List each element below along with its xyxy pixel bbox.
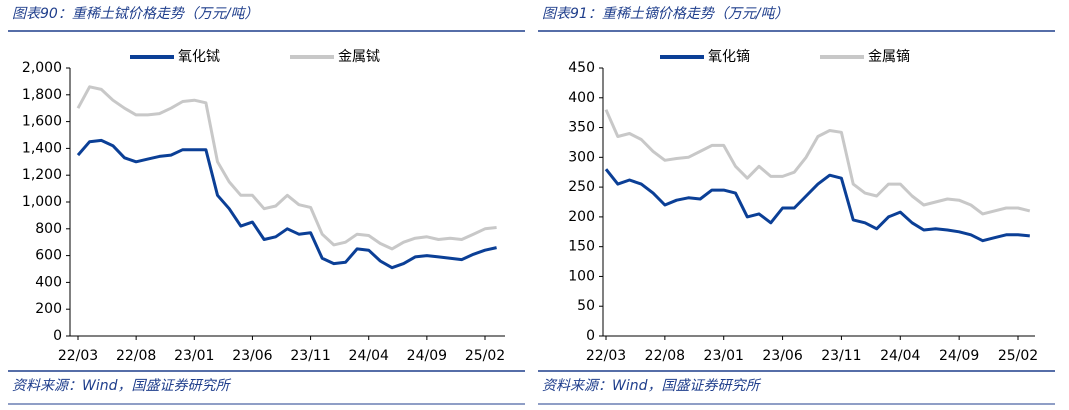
y-tick-label: 1,800 — [22, 87, 62, 103]
x-tick-label: 23/06 — [762, 348, 802, 364]
x-tick-label: 24/04 — [880, 348, 920, 364]
series-line — [604, 109, 1031, 216]
legend-label: 氧化镝 — [708, 48, 750, 65]
y-tick-label: 100 — [568, 268, 595, 284]
y-tick-label: 0 — [53, 328, 62, 344]
y-tick-label: 2,000 — [22, 60, 62, 76]
legend-label: 氧化铽 — [178, 49, 220, 65]
y-tick-label: 450 — [568, 60, 595, 76]
y-tick-label: 0 — [586, 328, 595, 344]
y-tick-label: 1,200 — [22, 167, 62, 183]
y-tick-label: 250 — [568, 179, 595, 195]
x-tick-label: 24/09 — [407, 348, 447, 364]
y-tick-label: 1,000 — [22, 194, 62, 210]
x-tick-label: 23/01 — [704, 348, 744, 364]
series-line — [76, 85, 497, 251]
x-tick-label: 22/03 — [58, 348, 98, 364]
x-tick-label: 23/01 — [174, 348, 214, 364]
chart-title: 图表91：重稀土镝价格走势（万元/吨） — [542, 6, 789, 22]
y-tick-label: 200 — [568, 209, 595, 225]
x-tick-label: 23/11 — [290, 348, 330, 364]
series-line — [604, 168, 1030, 243]
y-tick-label: 50 — [577, 298, 595, 314]
source: 资料来源：Wind，国盛证券研究所 — [542, 378, 761, 394]
x-tick-label: 24/04 — [349, 348, 389, 364]
series-line — [76, 138, 497, 270]
y-tick-label: 200 — [35, 301, 62, 317]
y-tick-label: 600 — [35, 248, 62, 264]
x-tick-label: 22/08 — [645, 348, 685, 364]
y-tick-label: 1,400 — [22, 140, 62, 156]
x-tick-label: 25/02 — [465, 348, 505, 364]
x-tick-label: 23/11 — [821, 348, 861, 364]
y-tick-label: 300 — [568, 149, 595, 165]
x-tick-label: 24/09 — [939, 348, 979, 364]
y-tick-label: 1,600 — [22, 114, 62, 130]
x-tick-label: 22/08 — [116, 348, 156, 364]
y-tick-label: 350 — [568, 120, 595, 136]
legend-label: 金属铽 — [338, 49, 380, 65]
y-tick-label: 400 — [568, 90, 595, 106]
x-tick-label: 23/06 — [232, 348, 272, 364]
source: 资料来源：Wind，国盛证券研究所 — [12, 378, 231, 394]
x-tick-label: 25/02 — [998, 348, 1038, 364]
x-tick-label: 22/03 — [586, 348, 626, 364]
chart-title: 图表90：重稀土铽价格走势（万元/吨） — [12, 6, 259, 22]
y-tick-label: 150 — [568, 239, 595, 255]
y-tick-label: 400 — [35, 274, 62, 290]
y-tick-label: 800 — [35, 221, 62, 237]
legend-label: 金属镝 — [868, 48, 910, 65]
